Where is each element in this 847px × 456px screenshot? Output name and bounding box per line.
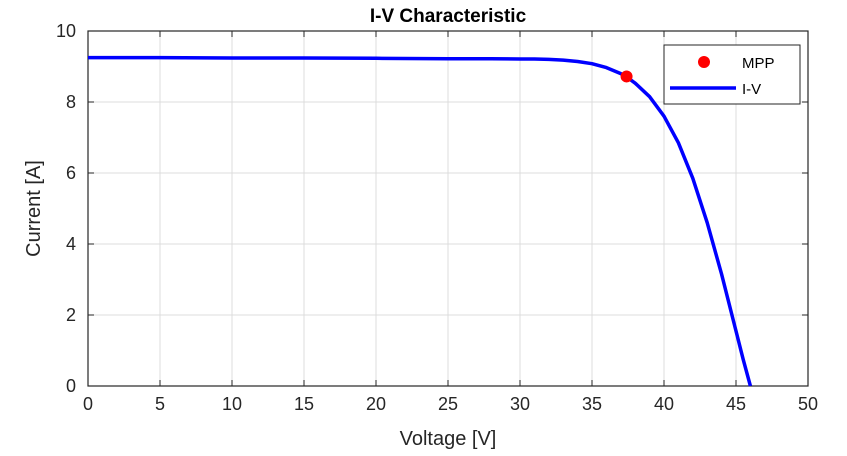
y-tick-label: 10 <box>56 21 76 41</box>
x-tick-label: 45 <box>726 394 746 414</box>
y-tick-label: 6 <box>66 163 76 183</box>
x-tick-label: 0 <box>83 394 93 414</box>
x-tick-label: 25 <box>438 394 458 414</box>
x-tick-label: 10 <box>222 394 242 414</box>
x-tick-label: 35 <box>582 394 602 414</box>
legend-box <box>663 44 801 105</box>
series <box>88 55 753 387</box>
mpp-point <box>620 70 633 83</box>
y-tick-label: 0 <box>66 376 76 396</box>
y-tick-label: 4 <box>66 234 76 254</box>
x-tick-label: 5 <box>155 394 165 414</box>
x-tick-label: 40 <box>654 394 674 414</box>
y-tick-label: 2 <box>66 305 76 325</box>
x-tick-label: 20 <box>366 394 386 414</box>
x-axis-label: Voltage [V] <box>400 428 497 450</box>
x-axis-ticks: 0 5 10 15 20 25 30 35 40 45 50 <box>83 31 818 414</box>
legend-iv-label: I-V <box>742 81 761 98</box>
x-tick-label: 30 <box>510 394 530 414</box>
y-axis-label: Current [A] <box>23 160 45 257</box>
legend: MPP I-V <box>663 44 801 105</box>
y-tick-label: 8 <box>66 92 76 112</box>
x-tick-label: 50 <box>798 394 818 414</box>
legend-mpp-marker <box>698 56 710 68</box>
legend-mpp-label: MPP <box>742 55 775 72</box>
chart-title: I-V Characteristic <box>370 6 527 27</box>
iv-curve <box>88 55 753 387</box>
x-tick-label: 15 <box>294 394 314 414</box>
y-axis-ticks: 0 2 4 6 8 10 <box>56 21 808 396</box>
